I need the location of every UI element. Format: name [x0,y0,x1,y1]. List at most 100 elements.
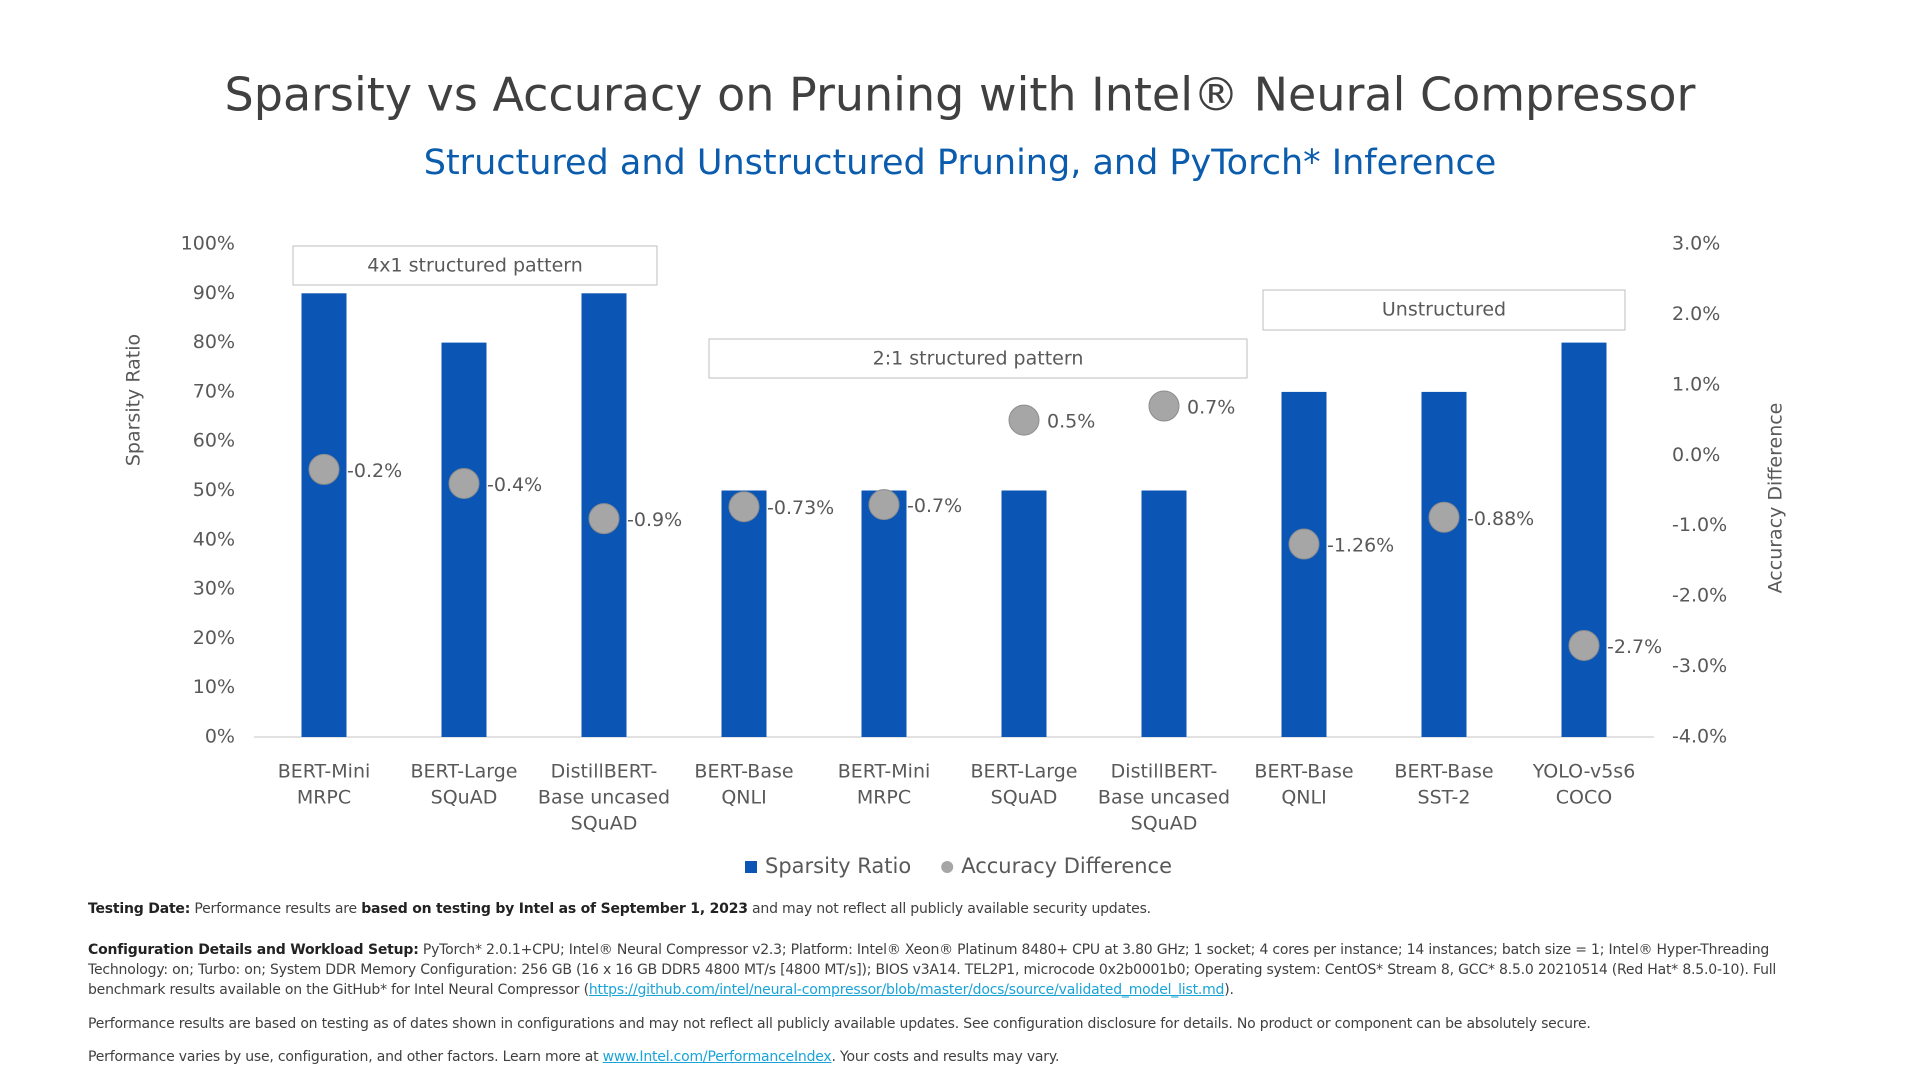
footnote: Testing Date: Performance results are ba… [88,899,1848,919]
footnote-link[interactable]: www.Intel.com/PerformanceIndex [602,1049,832,1065]
annotation: 4x1 structured pattern [367,255,583,277]
annotation-box [292,245,658,286]
footnote-bold: based on testing by Intel as of Septembe… [361,901,748,917]
footnote-text: . Your costs and results may vary. [831,1049,1060,1065]
x-tick-label: BERT-Base [694,761,793,783]
footnote-link[interactable]: https://github.com/intel/neural-compress… [588,982,1225,998]
legend-label: Accuracy Difference [961,854,1172,878]
point [1288,528,1320,560]
y2-tick-label: 3.0% [1672,233,1720,255]
x-tick-label: BERT-Large [970,761,1077,783]
footnote-text: Performance varies by use, configuration… [88,1049,603,1065]
x-tick-label: YOLO-v5s6 [1532,761,1636,783]
y2-tick-label: 1.0% [1672,373,1720,395]
y2-tick-label: 2.0% [1672,303,1720,325]
data-label: -0.7% [907,495,962,517]
footnote-text: PyTorch* 2.0.1+CPU; Intel® Neural Compre… [88,942,1777,998]
data-label: 0.7% [1187,396,1235,418]
y-tick-label: 40% [193,528,235,550]
y-tick-label: 0% [205,726,235,748]
bar [441,342,487,737]
point [448,467,480,499]
y-tick-label: 100% [181,233,235,255]
x-tick-label: QNLI [721,787,766,809]
y-axis-title: Sparsity Ratio [123,334,145,466]
annotation-box [708,338,1248,379]
x-tick-label: MRPC [297,787,351,809]
x-tick-label: MRPC [857,787,911,809]
y-tick-label: 20% [193,627,235,649]
point [308,453,340,485]
point [1428,501,1460,533]
footnote-text: ). [1224,982,1234,998]
x-tick-label: BERT-Mini [278,761,371,783]
y2-tick-label: -1.0% [1672,514,1727,536]
legend-label: Sparsity Ratio [765,854,911,878]
chart-subtitle: Structured and Unstructured Pruning, and… [424,143,1497,183]
y-tick-label: 70% [193,380,235,402]
data-label: -2.7% [1607,636,1662,658]
data-label: -0.9% [627,509,682,531]
legend-marker [745,861,757,873]
annotation: Unstructured [1382,299,1506,321]
x-tick-label: Base uncased [538,787,670,809]
footnote-text: Performance results are based on testing… [88,1016,1591,1032]
footnote: Configuration Details and Workload Setup… [88,940,1848,1000]
bar [301,293,347,737]
footnote-bold: Testing Date: [88,901,191,917]
point [588,503,620,535]
x-tick-label: SQuAD [1131,813,1198,835]
y2-tick-label: 0.0% [1672,444,1720,466]
footnote-text: and may not reflect all publicly availab… [747,901,1151,917]
x-tick-label: COCO [1556,787,1612,809]
y2-axis-title: Accuracy Difference [1765,403,1787,594]
bar [1561,342,1607,737]
x-tick-label: BERT-Base [1254,761,1353,783]
y-tick-label: 30% [193,578,235,600]
point [728,491,760,523]
data-label: -0.88% [1467,508,1534,530]
legend-marker [941,861,954,873]
point [1008,404,1040,436]
point [868,489,900,521]
chart: Sparsity vs Accuracy on Pruning with Int… [123,68,1787,879]
data-label: -0.73% [767,497,834,519]
y-tick-label: 50% [193,479,235,501]
x-tick-label: SQuAD [991,787,1058,809]
x-tick-label: DistillBERT- [551,761,658,783]
bar [1141,490,1187,737]
y2-tick-label: -4.0% [1672,726,1727,748]
bar [861,490,907,737]
x-tick-label: SQuAD [431,787,498,809]
y-tick-label: 90% [193,282,235,304]
bar [1421,391,1467,737]
data-label: -0.4% [487,474,542,496]
x-tick-label: DistillBERT- [1111,761,1218,783]
x-tick-label: BERT-Base [1394,761,1493,783]
data-label: -0.2% [347,460,402,482]
y2-tick-label: -3.0% [1672,655,1727,677]
data-label: 0.5% [1047,411,1095,433]
x-tick-label: SST-2 [1418,787,1471,809]
chart-title: Sparsity vs Accuracy on Pruning with Int… [225,68,1696,122]
y2-tick-label: -2.0% [1672,585,1727,607]
footnote: Performance results are based on testing… [88,1014,1848,1034]
footnote-text: Performance results are [190,901,362,917]
footnote-bold: Configuration Details and Workload Setup… [88,942,419,958]
x-tick-label: QNLI [1281,787,1326,809]
bar [1281,391,1327,737]
point [1148,390,1180,422]
annotation: 2:1 structured pattern [873,348,1084,370]
footnote: Performance varies by use, configuration… [88,1047,1848,1067]
y-tick-label: 80% [193,331,235,353]
bar [721,490,767,737]
y-tick-label: 10% [193,676,235,698]
x-tick-label: BERT-Mini [838,761,931,783]
x-tick-label: BERT-Large [410,761,517,783]
point [1568,629,1600,661]
y-tick-label: 60% [193,430,235,452]
annotation-box [1262,289,1626,331]
x-tick-label: SQuAD [571,813,638,835]
data-label: -1.26% [1327,535,1394,557]
